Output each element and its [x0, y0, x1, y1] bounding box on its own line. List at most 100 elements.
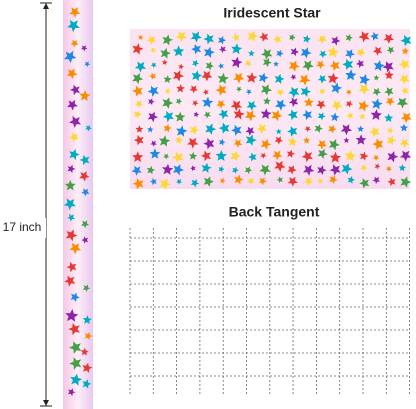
star [67, 19, 80, 33]
star [317, 74, 327, 84]
label-bg [0, 218, 46, 238]
star [236, 86, 242, 93]
star [303, 164, 315, 176]
star [260, 84, 272, 96]
star [244, 60, 252, 67]
star [190, 31, 202, 43]
star [398, 58, 410, 70]
star [203, 111, 211, 119]
star [317, 178, 323, 185]
star [164, 88, 171, 95]
star [230, 150, 241, 162]
star [187, 137, 199, 149]
star [290, 47, 300, 57]
star [256, 123, 267, 134]
star [65, 229, 78, 242]
star [176, 125, 188, 137]
star [327, 72, 339, 84]
star [314, 124, 323, 133]
star [370, 31, 379, 41]
star [383, 33, 394, 44]
star [387, 127, 394, 134]
star [303, 177, 313, 186]
star [372, 46, 383, 56]
star [347, 176, 355, 184]
star [159, 135, 171, 147]
star [273, 61, 279, 67]
star [150, 47, 156, 54]
star [190, 179, 200, 188]
star [132, 43, 144, 55]
star [317, 165, 327, 175]
star [317, 148, 328, 159]
star [259, 164, 271, 176]
star [234, 174, 244, 185]
star [248, 49, 255, 57]
star [398, 164, 406, 172]
star [172, 164, 184, 176]
star [82, 362, 93, 373]
star [203, 176, 214, 187]
star [341, 163, 353, 175]
star [372, 87, 382, 97]
star [304, 126, 311, 132]
star [386, 46, 395, 55]
star [317, 35, 327, 44]
star [79, 171, 90, 182]
star [64, 275, 76, 287]
star [384, 70, 394, 80]
star [147, 85, 159, 97]
star [287, 126, 298, 137]
star [69, 149, 80, 160]
star [69, 341, 82, 354]
star [401, 86, 409, 95]
star [329, 164, 341, 176]
star [345, 89, 352, 96]
star [303, 97, 314, 107]
star [175, 31, 187, 43]
star [399, 150, 412, 162]
star [400, 176, 412, 188]
star [80, 220, 90, 229]
star [345, 34, 353, 42]
star [67, 213, 75, 222]
star [132, 178, 144, 190]
star [200, 150, 211, 162]
star [358, 84, 370, 95]
star [82, 315, 92, 325]
star [201, 96, 214, 108]
star [287, 176, 298, 187]
star [345, 100, 353, 108]
star [65, 309, 79, 322]
star [318, 50, 327, 59]
star [359, 113, 366, 120]
star [330, 112, 340, 122]
star [400, 112, 412, 124]
star [232, 166, 239, 174]
star [203, 137, 215, 150]
star [175, 135, 184, 144]
star [162, 97, 174, 109]
star [373, 60, 385, 72]
star [288, 97, 299, 107]
star [174, 111, 186, 122]
star [133, 110, 142, 119]
star [135, 125, 144, 133]
star [275, 99, 287, 111]
star [66, 261, 77, 273]
star [327, 46, 339, 58]
star [132, 151, 144, 163]
star [218, 138, 226, 146]
star [271, 109, 283, 122]
star [300, 47, 312, 59]
star [66, 68, 78, 80]
star [82, 284, 91, 292]
star [342, 58, 354, 71]
star [232, 33, 240, 42]
star [149, 72, 157, 80]
star [360, 164, 368, 172]
star [79, 90, 91, 102]
star [370, 109, 382, 121]
